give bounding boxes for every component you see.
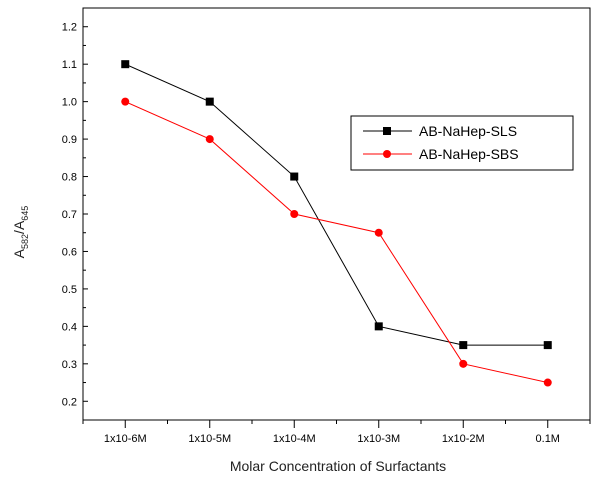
y-axis: 0.2 0.3 0.4 0.5 0.6 0.7 0.8 0.9 1.0 1.1 1.2: [62, 22, 88, 421]
x-tick-label: 1x10-6M: [104, 433, 147, 445]
data-point: [290, 210, 299, 218]
legend-label-0: AB-NaHep-SLS: [419, 123, 517, 139]
y-axis-title-main: A: [11, 248, 27, 258]
data-point: [459, 359, 468, 368]
data-point: [121, 60, 130, 69]
data-point: [374, 322, 383, 331]
series-line-0: [125, 63, 548, 346]
legend-marker-0: [383, 127, 391, 135]
legend-box: [350, 115, 574, 171]
x-tick-label: 1x10-3M: [357, 433, 400, 445]
data-point: [543, 341, 552, 350]
x-tick-label: 1x10-5M: [188, 433, 231, 445]
y-tick-label: 1.1: [62, 59, 77, 71]
y-tick-label: 0.7: [62, 209, 77, 221]
series-layer: [121, 60, 552, 387]
y-axis-title: A582/A645: [11, 206, 30, 259]
x-tick-label: 1x10-2M: [442, 433, 485, 445]
data-point: [205, 135, 214, 144]
y-axis-title-sep: /A: [11, 220, 27, 234]
data-point: [374, 228, 383, 237]
x-axis-title: Molar Concentration of Surfactants: [230, 458, 446, 474]
y-tick-label: 0.5: [62, 284, 77, 296]
y-tick-label: 0.3: [62, 359, 77, 371]
legend-label-1: AB-NaHep-SBS: [419, 146, 519, 162]
data-point: [205, 97, 214, 106]
y-axis-title-sub1: 582: [20, 234, 30, 249]
y-tick-label: 0.6: [62, 246, 77, 258]
y-tick-label: 1.0: [62, 97, 77, 109]
x-tick-label: 1x10-4M: [273, 433, 316, 445]
y-tick-label: 0.9: [62, 134, 77, 146]
plot-border: [82, 7, 591, 421]
data-point: [459, 341, 468, 350]
data-point: [290, 172, 299, 181]
y-axis-title-sub2: 645: [20, 206, 30, 221]
y-tick-label: 1.2: [62, 22, 77, 34]
legend: AB-NaHep-SLS AB-NaHep-SBS: [350, 115, 574, 171]
plot-frame: [82, 7, 591, 421]
data-point: [121, 97, 130, 106]
data-point: [543, 378, 552, 387]
x-axis: 1x10-6M 1x10-5M 1x10-4M 1x10-3M 1x10-2M 0.1M: [82, 420, 591, 445]
series-line-1: [125, 101, 548, 384]
y-tick-label: 0.8: [62, 172, 77, 184]
y-tick-label: 0.4: [62, 321, 77, 333]
x-tick-label: 0.1M: [536, 433, 560, 445]
y-tick-label: 0.2: [62, 396, 77, 408]
legend-marker-1: [383, 150, 391, 158]
